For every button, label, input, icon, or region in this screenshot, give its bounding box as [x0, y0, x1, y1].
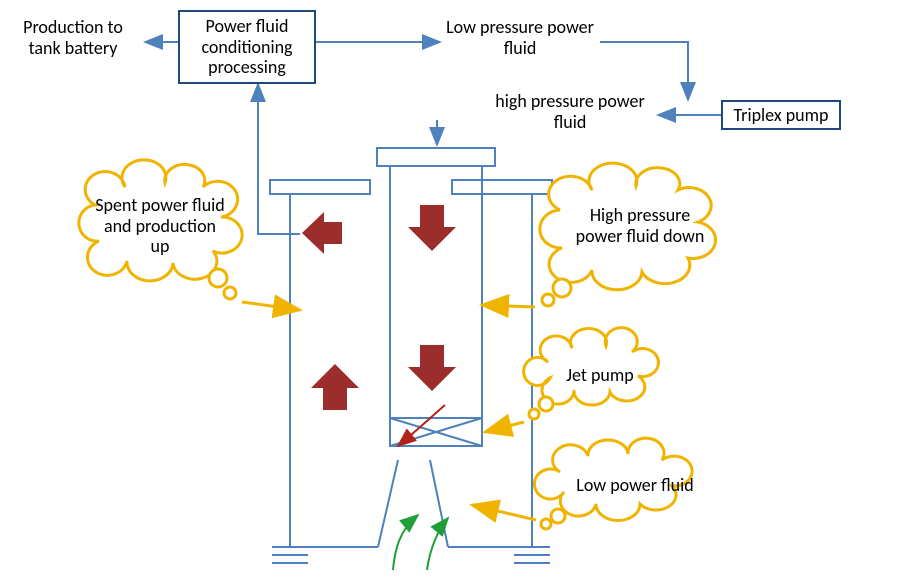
arrow-down-2	[408, 345, 456, 391]
wellbore	[270, 148, 552, 547]
arrow-left	[302, 212, 342, 254]
block-arrows	[302, 205, 456, 410]
box-triplex: Triplex pump	[721, 100, 841, 130]
label-cloud-low: Low power fluid	[565, 475, 705, 496]
label-tank-battery: Production to tank battery	[8, 17, 138, 58]
red-jet	[398, 405, 445, 446]
box-processing-text: Power fluid conditioning processing	[186, 16, 308, 78]
arrow-down-1	[408, 205, 456, 251]
label-high-pressure-top: high pressure power fluid	[495, 91, 645, 132]
hash-lines	[272, 547, 550, 563]
label-cloud-jet: Jet pump	[555, 365, 645, 386]
green-inflow	[393, 515, 448, 570]
box-processing: Power fluid conditioning processing	[178, 10, 316, 84]
label-low-pressure: Low pressure power fluid	[445, 17, 595, 58]
arrow-spent-up	[258, 84, 300, 234]
label-cloud-left: Spent power fluid and production up	[95, 195, 225, 257]
arrow-up	[311, 364, 359, 410]
diagram-stage: Power fluid conditioning processing Trip…	[0, 0, 897, 585]
diagram-svg	[0, 0, 897, 585]
box-triplex-text: Triplex pump	[734, 105, 829, 126]
label-cloud-right: High pressure power fluid down	[565, 205, 715, 246]
